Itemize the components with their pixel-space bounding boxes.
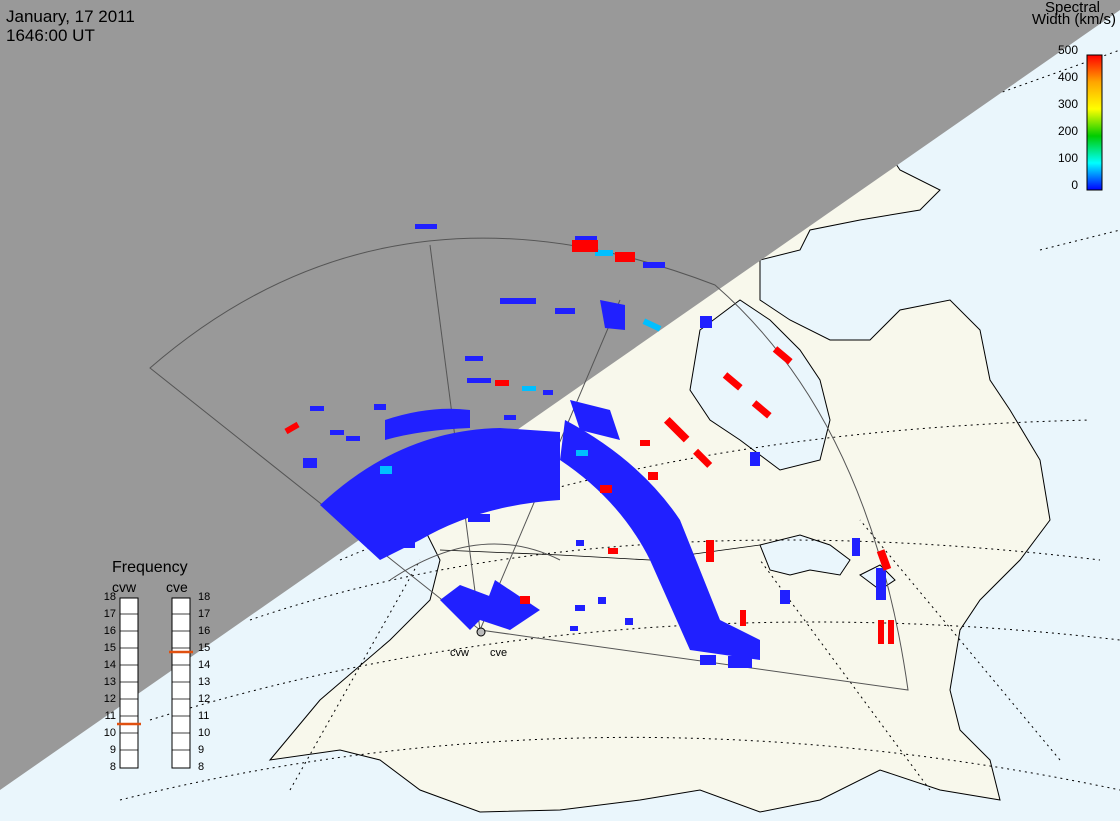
colorbar-title-line2: Width (km/s) [1031,11,1116,28]
date-label: January, 17 2011 [6,7,135,26]
border-canada-us [439,544,761,561]
frequency-tick-cve: 16 [198,625,211,637]
colorbar [1086,54,1103,191]
site-label-cvw: cvw [450,647,469,659]
echo-cells-blue [303,224,886,668]
echo-region-main [320,300,760,660]
site-label-cve: cve [490,647,508,659]
frequency-tick-cvw: 11 [104,710,116,722]
radar-site-marker [476,627,486,637]
frequency-box-cve [171,597,191,769]
colorbar-tick-200: 200 [1057,124,1078,138]
echo-cells-cyan [380,250,662,474]
great-lakes [759,534,851,576]
frequency-tick-cvw: 13 [103,676,116,688]
frequency-tick-cve: 14 [198,659,211,671]
frequency-tick-cve: 12 [198,693,211,705]
night-shade [0,0,1120,790]
frequency-tick-cvw: 12 [103,693,116,705]
frequency-col-cve: cve [166,579,188,595]
frequency-tick-cvw: 10 [103,727,116,739]
frequency-tick-cvw: 17 [103,608,116,620]
frequency-tick-cve: 17 [198,608,211,620]
colorbar-tick-0: 0 [1071,178,1078,192]
time-label: 1646:00 UT [6,26,95,45]
frequency-tick-cve: 13 [198,676,211,688]
frequency-tick-cvw: 9 [109,744,116,756]
radar-fov-inner [389,543,561,581]
hudson-bay [689,299,831,471]
frequency-tick-cvw: 14 [103,659,116,671]
frequency-box-cvw [119,597,139,769]
frequency-tick-cvw: 8 [109,761,116,773]
radar-fov [149,237,909,691]
echo-cells-red [284,240,894,644]
colorbar-tick-300: 300 [1057,97,1078,111]
frequency-tick-cvw: 16 [103,625,116,637]
frequency-tick-cve: 10 [198,727,211,739]
frequency-tick-cve: 11 [198,710,210,722]
frequency-tick-cve: 18 [198,591,211,603]
frequency-title: Frequency [112,559,188,576]
frequency-tick-cve: 9 [198,744,205,756]
colorbar-tick-500: 500 [1057,43,1078,57]
frequency-tick-cvw: 18 [103,591,116,603]
colorbar-title-line1: Spectral [1044,0,1100,16]
colorbar-tick-400: 400 [1057,70,1078,84]
frequency-tick-cve: 15 [198,642,211,654]
frequency-tick-cve: 8 [198,761,205,773]
frequency-gridlines [120,613,190,751]
frequency-col-cvw: cvw [112,579,137,595]
frequency-tick-cvw: 15 [103,642,116,654]
colorbar-tick-100: 100 [1057,151,1078,165]
